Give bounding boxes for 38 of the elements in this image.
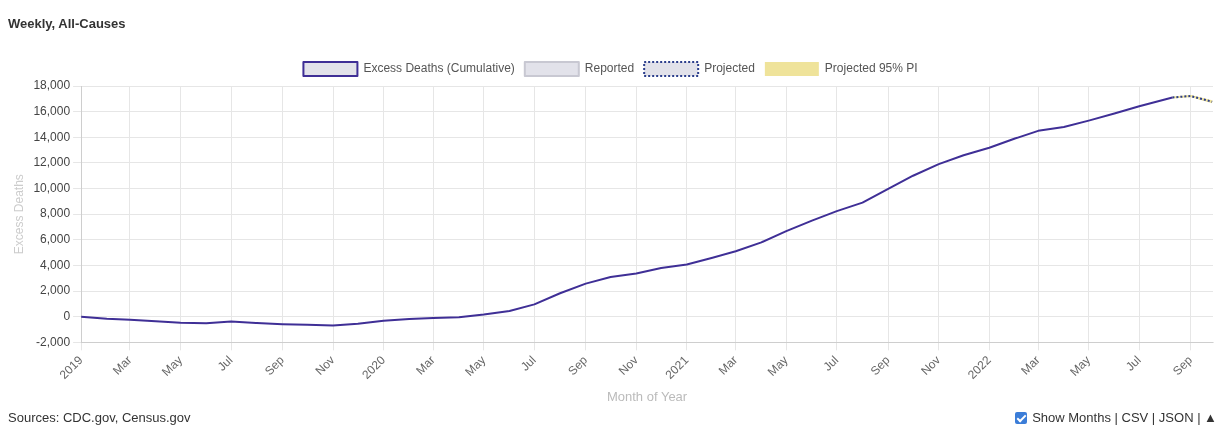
legend-label: Projected	[704, 61, 755, 76]
legend-label: Excess Deaths (Cumulative)	[363, 61, 515, 76]
x-tick-label: Sep	[565, 352, 591, 378]
legend-label: Projected 95% PI	[824, 61, 918, 76]
x-tick-label: Sep	[261, 352, 288, 378]
x-tick-label: Jul	[1122, 353, 1144, 374]
x-tick-label: Mar	[109, 353, 135, 378]
x-tick-label: Jul	[820, 353, 842, 374]
x-tick-label: Mar	[715, 353, 741, 378]
x-tick-label: Sep	[867, 352, 893, 378]
source-note: Sources: CDC.gov, Census.gov	[8, 410, 191, 425]
x-tick-label: May	[462, 353, 489, 379]
x-tick-label: May	[764, 353, 791, 379]
y-tick-label: -2,000	[36, 334, 71, 349]
text: Show Months | CSV | JSON | ▲	[1032, 410, 1217, 425]
y-tick-label: 8,000	[40, 206, 71, 221]
y-tick-label: 2,000	[40, 283, 71, 298]
x-axis-title: Month of Year	[606, 388, 688, 404]
x-tick-label: Nov	[918, 353, 944, 378]
x-tick-label: Mar	[413, 353, 438, 378]
x-tick-label: Jul	[214, 353, 236, 374]
y-tick-label: 18,000	[33, 78, 71, 93]
x-tick-label: May	[159, 353, 185, 379]
y-tick-label: 16,000	[33, 103, 71, 118]
x-tick-label: Jul	[518, 353, 539, 374]
y-tick-label: 14,000	[33, 129, 71, 144]
x-tick-label: Mar	[1018, 353, 1043, 378]
y-tick-label: 10,000	[33, 180, 71, 195]
y-tick-label: 12,000	[33, 155, 71, 170]
y-tick-label: 4,000	[40, 257, 71, 272]
y-tick-label: 0	[63, 309, 71, 324]
x-tick-label: Nov	[312, 353, 338, 378]
x-tick-label: Nov	[615, 353, 641, 378]
chart-title: Weekly, All-Causes	[8, 16, 126, 31]
x-tick-label: May	[1067, 353, 1094, 379]
legend-label: Reported	[584, 61, 635, 76]
y-tick-label: 6,000	[40, 232, 71, 247]
x-tick-label: Sep	[1170, 352, 1196, 378]
